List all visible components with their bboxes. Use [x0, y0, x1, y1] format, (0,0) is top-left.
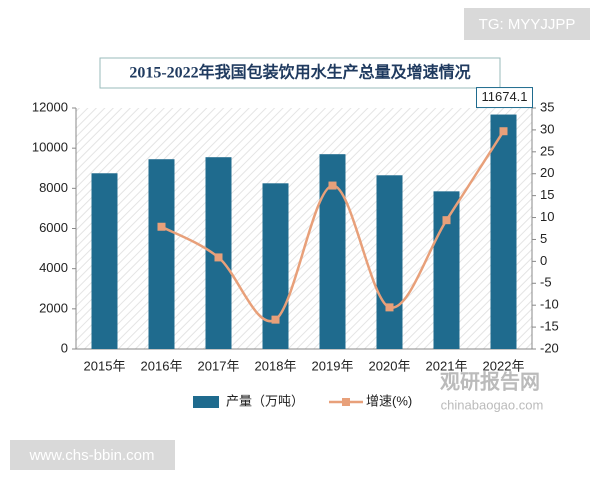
x-tick-label: 2015年 [84, 358, 126, 373]
x-tick-label: 2022年 [483, 358, 525, 373]
y2-tick-label: -10 [540, 297, 559, 312]
marker [442, 216, 451, 225]
x-tick-label: 2017年 [198, 358, 240, 373]
y2-tick-label: 0 [540, 253, 547, 268]
bar [490, 114, 517, 349]
bar [205, 157, 232, 349]
y-tick-label: 6000 [39, 220, 68, 235]
marker [271, 315, 280, 324]
bar [433, 191, 460, 349]
y2-tick-label: 20 [540, 165, 554, 180]
title-box [99, 57, 501, 89]
marker [385, 303, 394, 312]
y2-tick-label: -5 [540, 275, 552, 290]
bar [376, 175, 403, 349]
y2-tick-label: 30 [540, 121, 554, 136]
y2-tick-label: 10 [540, 209, 554, 224]
marker [157, 222, 166, 231]
x-tick-label: 2018年 [255, 358, 297, 373]
x-tick-label: 2016年 [141, 358, 183, 373]
bar [91, 173, 118, 349]
y-tick-label: 4000 [39, 260, 68, 275]
y2-tick-label: 15 [540, 187, 554, 202]
watermark: TG: MYYJJPP [479, 16, 576, 33]
y2-tick-label: -15 [540, 319, 559, 334]
watermark-box [464, 8, 590, 40]
watermark: www.chs-bbin.com [28, 447, 154, 464]
y-tick-label: 10000 [32, 140, 68, 155]
chart-title: 2015-2022年我国包装饮用水生产总量及增速情况 [129, 63, 470, 82]
y2-tick-label: -20 [540, 340, 559, 355]
watermark-box [10, 440, 175, 470]
plot-area [76, 108, 532, 349]
y2-tick-label: 25 [540, 143, 554, 158]
marker [328, 181, 337, 190]
marker [214, 253, 223, 262]
watermark: chinabaogao.com [441, 397, 544, 412]
y-tick-label: 8000 [39, 180, 68, 195]
y2-tick-label: 5 [540, 231, 547, 246]
x-tick-label: 2021年 [426, 358, 468, 373]
y-tick-label: 2000 [39, 300, 68, 315]
data-label-box [476, 87, 533, 109]
marker [499, 127, 508, 136]
x-tick-label: 2020年 [369, 358, 411, 373]
legend-swatch [342, 398, 350, 406]
data-label: 11674.1 [481, 89, 527, 104]
x-tick-label: 2019年 [312, 358, 354, 373]
y2-tick-label: 35 [540, 99, 554, 114]
legend-label: 增速(%) [366, 393, 412, 408]
y-tick-label: 12000 [32, 99, 68, 114]
bar [148, 159, 175, 349]
watermark: 观研报告网 [440, 369, 540, 393]
y-tick-label: 0 [61, 340, 68, 355]
legend-label: 产量（万吨） [226, 393, 304, 408]
bar [262, 183, 289, 349]
legend-swatch [193, 396, 219, 408]
